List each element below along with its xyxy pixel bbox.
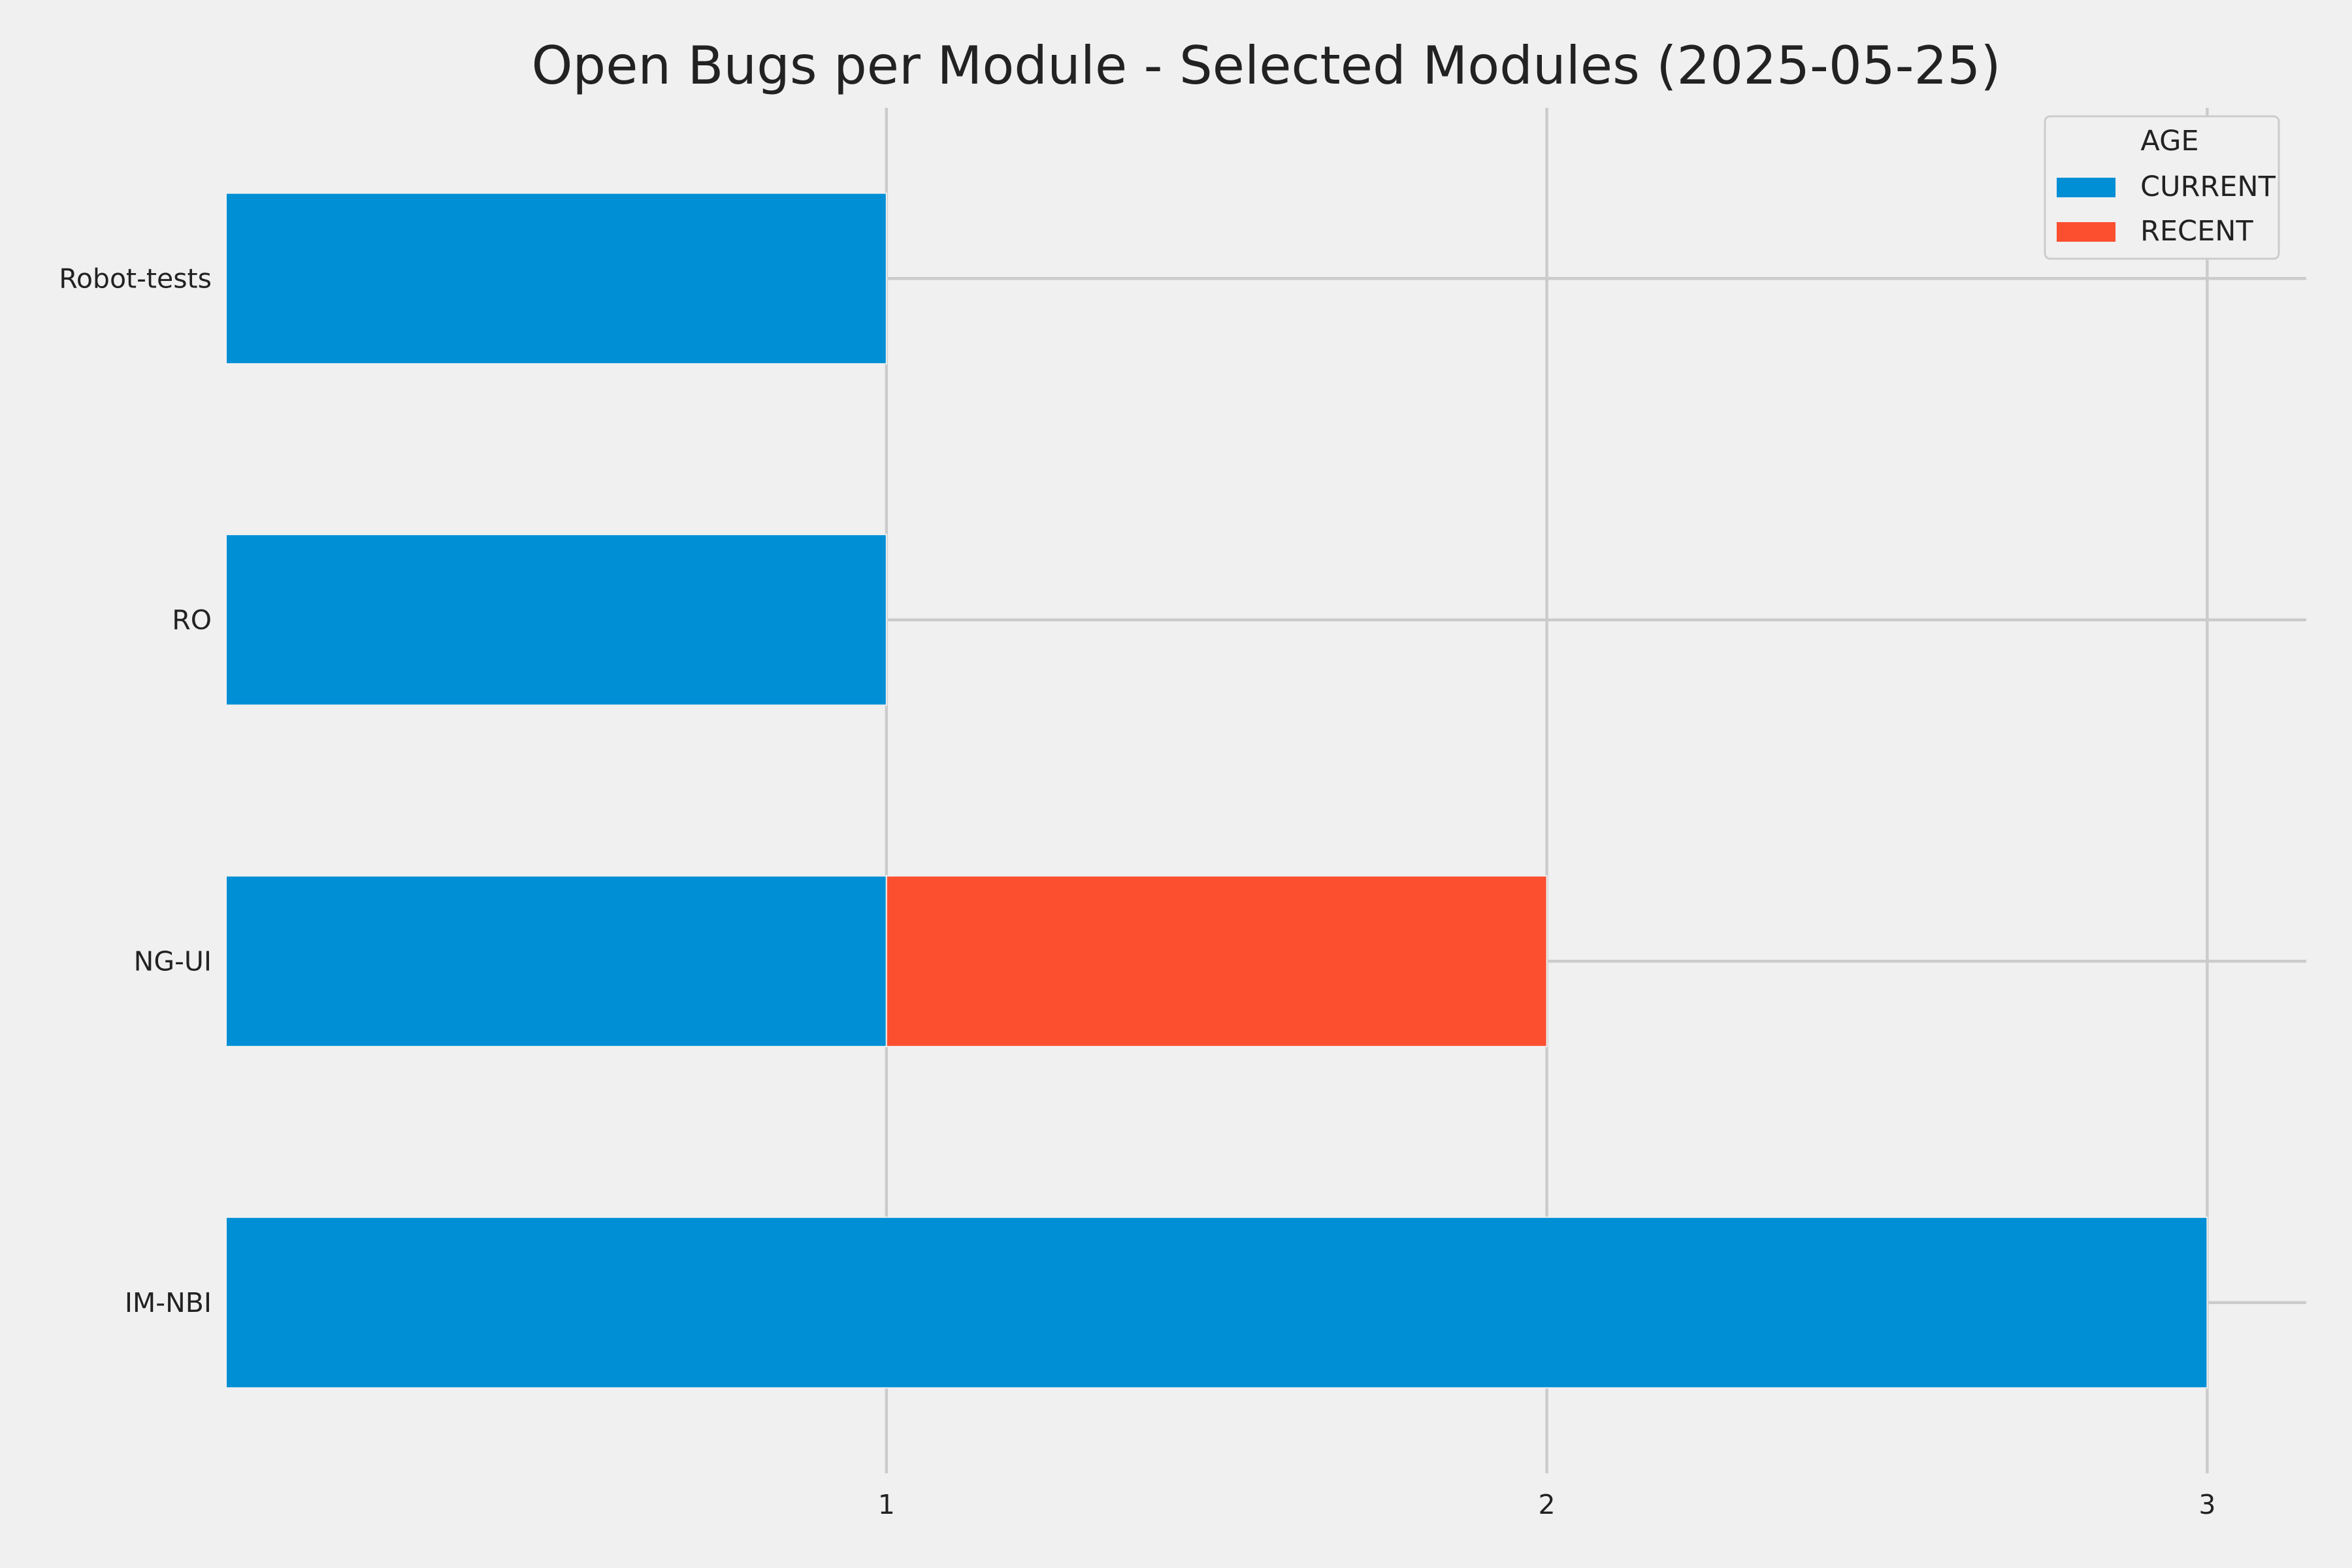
legend-title: AGE xyxy=(2140,125,2198,157)
chart-title: Open Bugs per Module - Selected Modules … xyxy=(531,35,2001,96)
bar-im-nbi-current xyxy=(225,1217,2208,1389)
bar-ro-current xyxy=(225,534,887,706)
y-tick-label-robot-tests: Robot-tests xyxy=(59,263,212,294)
legend-label-current: CURRENT xyxy=(2140,171,2276,203)
y-axis-tick-labels: IM-NBI NG-UI RO Robot-tests xyxy=(59,263,212,1318)
bars xyxy=(225,192,2208,1389)
legend-label-recent: RECENT xyxy=(2140,215,2253,248)
legend-swatch-current xyxy=(2057,178,2115,197)
x-tick-label-2: 2 xyxy=(1539,1489,1556,1520)
y-tick-label-im-nbi: IM-NBI xyxy=(125,1287,212,1318)
bar-robot-tests-current xyxy=(225,192,887,365)
x-tick-label-3: 3 xyxy=(2198,1489,2215,1520)
x-axis-tick-labels: 1 2 3 xyxy=(878,1489,2216,1520)
legend-swatch-recent xyxy=(2057,222,2115,242)
legend: AGE CURRENT RECENT xyxy=(2044,115,2280,260)
bar-ng-ui-current xyxy=(225,875,887,1047)
x-tick-label-1: 1 xyxy=(878,1489,895,1520)
y-tick-label-ng-ui: NG-UI xyxy=(134,945,212,977)
bar-ng-ui-recent xyxy=(885,875,1548,1047)
y-tick-label-ro: RO xyxy=(172,604,212,636)
